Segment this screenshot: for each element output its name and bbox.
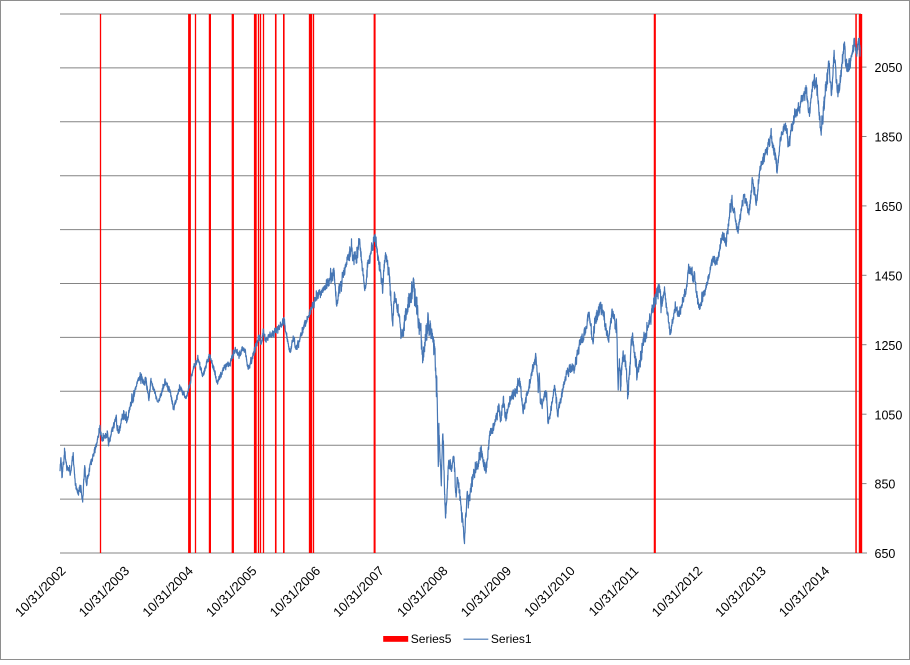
svg-text:2050: 2050 bbox=[875, 61, 903, 75]
svg-text:1650: 1650 bbox=[875, 200, 903, 214]
svg-text:1450: 1450 bbox=[875, 269, 903, 283]
svg-text:850: 850 bbox=[875, 478, 896, 492]
svg-text:1250: 1250 bbox=[875, 339, 903, 353]
svg-text:1050: 1050 bbox=[875, 408, 903, 422]
svg-text:Series5: Series5 bbox=[411, 632, 452, 646]
svg-text:1850: 1850 bbox=[875, 131, 903, 145]
svg-text:650: 650 bbox=[875, 547, 896, 561]
svg-text:Series1: Series1 bbox=[491, 632, 532, 646]
